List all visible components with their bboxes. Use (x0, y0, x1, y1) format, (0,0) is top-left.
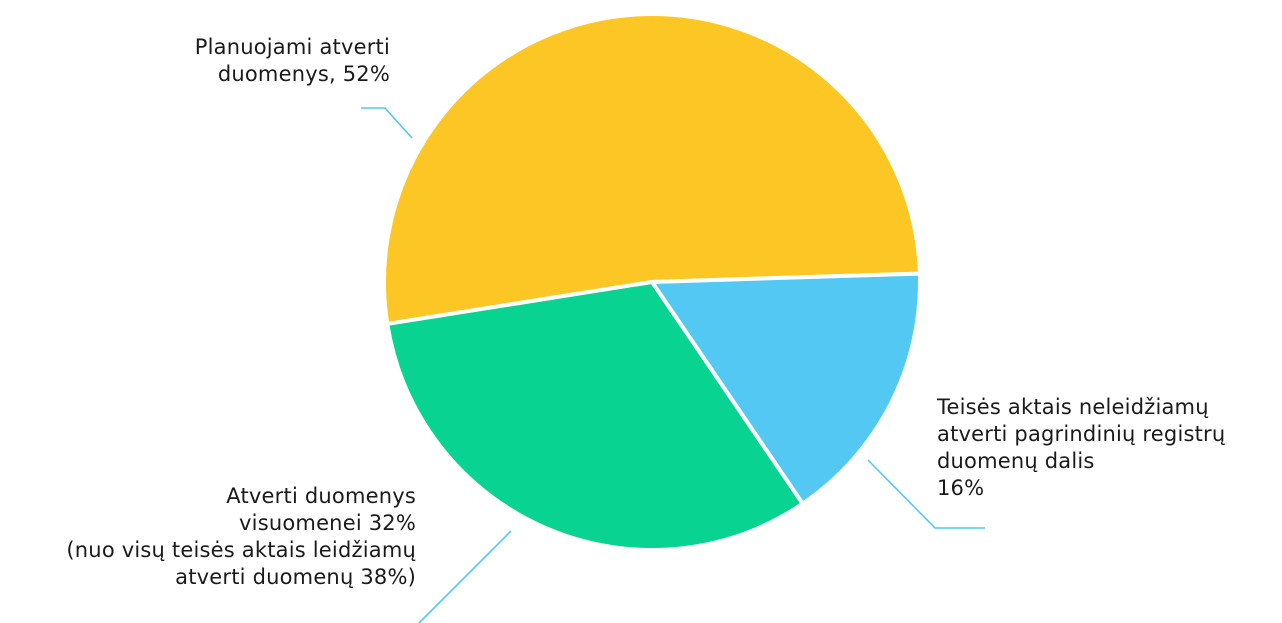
pie-slices (382, 12, 922, 552)
leader-line-opened (418, 530, 512, 623)
slice-label-line: visuomenei 32% (239, 511, 416, 535)
slice-label-opened: Atverti duomenys visuomenei 32% (nuo vis… (0, 483, 416, 591)
slice-label-line: Teisės aktais neleidžiamų (937, 395, 1209, 419)
slice-label-line: 16% (937, 476, 985, 500)
slice-label-line: duomenų dalis (937, 449, 1095, 473)
leader-lines (361, 107, 985, 623)
slice-opened (385, 280, 805, 552)
slice-planned (382, 12, 922, 326)
slice-label-line: Planuojami atverti (194, 35, 390, 59)
slice-label-line: (nuo visų teisės aktais leidžiamų (66, 538, 416, 562)
slice-label-restricted: Teisės aktais neleidžiamų atverti pagrin… (937, 394, 1277, 502)
leader-line-restricted (867, 459, 985, 529)
slice-label-planned: Planuojami atverti duomenys, 52% (90, 34, 390, 88)
slice-label-line: atverti duomenų 38%) (175, 565, 416, 589)
leader-line-planned (361, 107, 413, 139)
slice-label-line: Atverti duomenys (226, 484, 416, 508)
slice-restricted (650, 271, 922, 506)
slice-label-line: duomenys, 52% (217, 62, 390, 86)
slice-label-line: atverti pagrindinių registrų (937, 422, 1226, 446)
